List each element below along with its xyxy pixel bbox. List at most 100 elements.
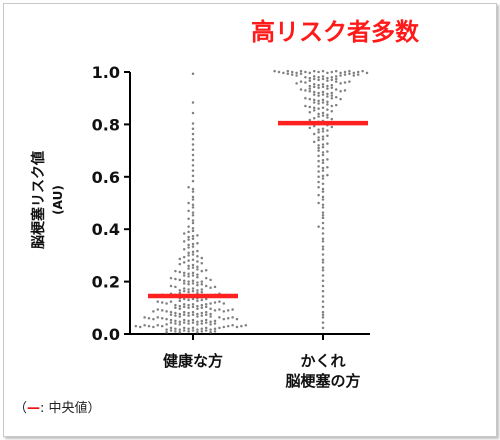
data-dot xyxy=(191,245,195,248)
data-dot xyxy=(196,323,199,326)
data-dot xyxy=(156,300,160,303)
data-dot xyxy=(178,262,182,266)
data-dot xyxy=(317,112,320,116)
data-dot xyxy=(187,314,190,317)
data-dot xyxy=(196,241,199,245)
data-dot xyxy=(169,321,173,324)
data-dot xyxy=(213,319,217,323)
data-dot xyxy=(235,317,239,321)
data-dot xyxy=(187,290,190,294)
data-dot xyxy=(187,235,190,239)
data-dot xyxy=(343,81,347,84)
data-dot xyxy=(321,93,325,96)
data-dot xyxy=(317,225,320,228)
data-dot xyxy=(196,255,199,258)
data-dot xyxy=(200,319,204,323)
data-dot xyxy=(235,325,239,329)
data-dot xyxy=(352,74,356,77)
data-dot xyxy=(330,86,334,89)
axes: 0.0 0.2 0.4 0.6 0.8 1.0 xyxy=(92,63,370,344)
data-dot xyxy=(187,275,190,278)
data-dot xyxy=(321,221,325,225)
data-dot xyxy=(191,198,195,201)
data-dot xyxy=(178,289,182,292)
data-dot xyxy=(191,326,195,330)
data-dot xyxy=(196,307,199,310)
y-tick-label: 0.8 xyxy=(92,115,120,134)
data-dot xyxy=(160,317,164,320)
data-dot xyxy=(200,330,204,333)
data-dot xyxy=(196,320,199,324)
data-dot xyxy=(182,255,186,259)
data-dot xyxy=(290,70,294,74)
data-dot xyxy=(187,254,190,257)
data-dot xyxy=(200,303,204,307)
data-dot xyxy=(304,89,307,92)
data-dot xyxy=(231,316,234,319)
data-dot xyxy=(178,299,182,303)
data-dot xyxy=(143,316,146,319)
y-tick-label: 0.6 xyxy=(92,168,120,187)
data-dot xyxy=(317,180,320,184)
data-dot xyxy=(317,159,320,163)
data-dot xyxy=(187,267,190,270)
data-dot xyxy=(326,84,329,88)
data-dot xyxy=(321,310,325,314)
data-dot xyxy=(330,104,334,108)
data-dot xyxy=(321,114,325,117)
data-dot xyxy=(317,146,320,150)
data-dot xyxy=(196,299,199,303)
data-dot xyxy=(191,72,195,75)
data-dot xyxy=(196,289,199,292)
data-dot xyxy=(200,262,204,265)
data-dot xyxy=(191,242,195,246)
data-dot xyxy=(196,273,199,276)
data-dot xyxy=(187,306,190,310)
data-dot xyxy=(330,75,334,79)
data-dot xyxy=(178,315,182,318)
data-dot xyxy=(321,145,325,149)
data-dot xyxy=(321,313,325,317)
data-dot xyxy=(187,282,190,286)
data-dot xyxy=(348,69,351,73)
data-dot xyxy=(187,311,190,315)
data-dot xyxy=(321,98,325,102)
data-dot xyxy=(178,291,182,295)
data-dot xyxy=(174,319,177,323)
data-dot xyxy=(317,175,320,179)
data-dot xyxy=(213,327,217,331)
data-dot xyxy=(191,187,195,191)
data-dot xyxy=(317,115,320,118)
data-dot xyxy=(191,227,195,230)
data-dot xyxy=(196,328,199,331)
data-dot xyxy=(191,279,195,282)
data-dot xyxy=(196,315,199,318)
data-dot xyxy=(191,271,195,275)
data-dot xyxy=(326,173,329,177)
data-dot xyxy=(317,144,320,147)
data-dot xyxy=(209,307,212,310)
data-dot xyxy=(174,285,177,289)
data-dot xyxy=(321,245,325,248)
data-dot xyxy=(356,73,360,76)
data-dot xyxy=(204,313,208,317)
data-dot xyxy=(321,187,325,191)
data-dot xyxy=(326,95,329,98)
data-dot xyxy=(321,232,325,235)
data-dot xyxy=(334,80,338,83)
data-dot xyxy=(191,237,195,241)
data-dot xyxy=(321,203,325,206)
data-dot xyxy=(321,279,325,282)
data-dot xyxy=(191,263,195,267)
data-dot xyxy=(156,316,160,319)
data-dot xyxy=(330,70,334,74)
data-dot xyxy=(321,284,325,288)
data-dot xyxy=(213,301,217,304)
data-dot xyxy=(330,110,334,113)
data-dot xyxy=(191,274,195,277)
data-dot xyxy=(196,265,199,269)
data-dot xyxy=(326,116,329,119)
data-dot xyxy=(174,306,177,310)
data-dot xyxy=(317,86,320,89)
data-dot xyxy=(321,153,325,157)
